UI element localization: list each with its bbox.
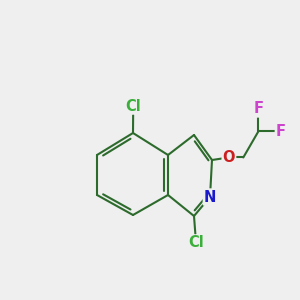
Text: Cl: Cl: [125, 98, 141, 113]
Text: F: F: [253, 101, 263, 116]
Text: F: F: [276, 124, 286, 139]
Text: Cl: Cl: [188, 236, 204, 250]
Text: N: N: [204, 190, 216, 205]
Text: O: O: [223, 150, 235, 165]
